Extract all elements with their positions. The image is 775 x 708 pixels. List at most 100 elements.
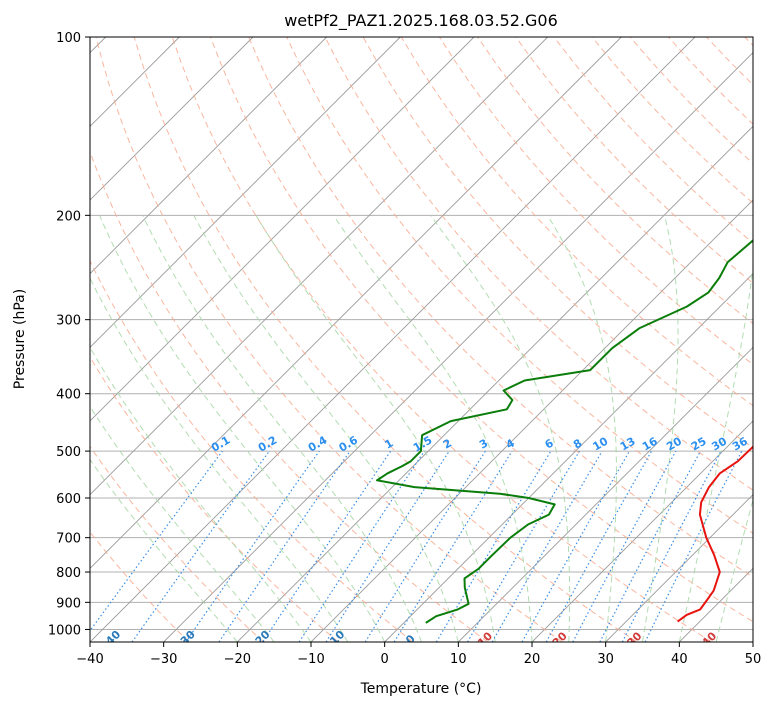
isotherm-line xyxy=(679,567,753,642)
dry-adiabat-line xyxy=(515,37,753,284)
isotherm-line xyxy=(90,37,696,642)
x-axis-ticks: −40 −30 −20 −10 0 10 20 30 40 50 xyxy=(76,642,761,667)
moist-adiabat-line xyxy=(90,405,275,642)
moist-adiabat-line xyxy=(547,215,617,642)
temperature-line xyxy=(677,445,753,623)
isotherm-line xyxy=(163,52,753,642)
moist-adiabat-line xyxy=(193,215,459,642)
dry-adiabat-line xyxy=(744,37,753,47)
dry-adiabat-line xyxy=(324,37,753,491)
mixing-ratio-line xyxy=(185,450,320,642)
mixing-ratio-label: 4 xyxy=(504,436,517,451)
dry-adiabat-line xyxy=(210,37,753,623)
dry-adiabat-line xyxy=(90,531,190,642)
chart-title: wetPf2_PAZ1.2025.168.03.52.G06 xyxy=(284,11,558,31)
dry-adiabat-line xyxy=(591,37,753,204)
y-tick-label: 700 xyxy=(56,532,81,547)
isotherm-line xyxy=(90,37,475,422)
dry-adiabats xyxy=(90,37,753,642)
dry-adiabat-line xyxy=(90,356,339,642)
dry-adiabat-line xyxy=(706,37,753,86)
reference-line-labels: 0.10.20.40.611.52346810131620253036-100-… xyxy=(25,433,750,651)
mixing-ratio-line xyxy=(262,450,392,642)
plot-frame xyxy=(89,36,754,643)
x-tick-label: 30 xyxy=(597,652,614,667)
mixing-ratio-line xyxy=(599,450,702,642)
mixing-ratio-line xyxy=(435,450,552,642)
dry-adiabat-label: 10 xyxy=(475,629,495,649)
x-tick-label: −40 xyxy=(76,652,103,667)
x-tick-label: −30 xyxy=(150,652,177,667)
moist-adiabat-line xyxy=(332,215,533,642)
isotherm-line xyxy=(310,199,753,642)
mixing-ratio-line xyxy=(545,450,653,642)
y-axis-label: Pressure (hPa) xyxy=(12,289,28,389)
moist-adiabat-line xyxy=(430,215,571,642)
dry-adiabat-line xyxy=(171,37,712,642)
isotherm-line xyxy=(90,37,548,496)
y-tick-label: 800 xyxy=(56,566,81,581)
y-tick-label: 200 xyxy=(56,209,81,224)
y-tick-label: 100 xyxy=(56,31,81,46)
mixing-ratio-line xyxy=(90,450,223,632)
dry-adiabat-label: -50 xyxy=(25,628,48,651)
isotherm-line xyxy=(90,37,327,275)
mixing-ratio-line xyxy=(364,450,486,642)
mixing-ratio-line xyxy=(325,450,450,642)
x-tick-label: 50 xyxy=(745,652,762,667)
dry-adiabat-label: -40 xyxy=(100,628,123,651)
x-tick-label: 10 xyxy=(450,652,467,667)
moist-adiabat-line xyxy=(642,215,679,642)
dry-adiabat-line xyxy=(668,37,753,125)
mixing-ratio-line xyxy=(131,450,270,642)
plot-area: 0.10.20.40.611.52346810131620253036-100-… xyxy=(25,37,753,651)
dry-adiabat-label: 30 xyxy=(625,629,645,649)
mixing-ratio-line xyxy=(298,450,425,642)
dry-adiabat-label: -10 xyxy=(324,628,347,651)
dry-adiabat-line xyxy=(133,37,638,642)
mixing-ratio-label: 6 xyxy=(543,436,556,451)
y-tick-label: 1000 xyxy=(48,623,81,638)
mixing-ratio-label: 2 xyxy=(441,437,454,452)
mixing-ratio-lines xyxy=(90,450,743,642)
x-tick-label: 40 xyxy=(671,652,688,667)
x-tick-label: 0 xyxy=(381,652,389,667)
dry-adiabat-line xyxy=(90,259,414,642)
y-tick-label: 600 xyxy=(56,492,81,507)
isotherm-line xyxy=(458,346,753,642)
y-tick-label: 500 xyxy=(56,445,81,460)
mixing-ratio-line xyxy=(218,450,351,642)
moist-adiabat-line xyxy=(142,215,422,642)
dry-adiabat-line xyxy=(90,150,488,642)
dry-adiabat-label: 20 xyxy=(550,629,570,649)
x-tick-label: −10 xyxy=(297,652,324,667)
mixing-ratio-line xyxy=(466,450,580,642)
dry-adiabat-line xyxy=(553,37,753,244)
mixing-ratio-line xyxy=(572,450,677,642)
isotherm-line xyxy=(237,125,753,642)
y-tick-label: 300 xyxy=(56,314,81,329)
moist-adiabats xyxy=(90,215,753,642)
isotherm-line xyxy=(605,494,753,642)
mixing-ratio-line xyxy=(521,450,631,642)
x-tick-label: 20 xyxy=(524,652,541,667)
x-axis-label: Temperature (°C) xyxy=(360,681,482,697)
isotherm-line xyxy=(752,641,753,642)
moist-adiabat-line xyxy=(99,215,386,642)
dry-adiabat-line xyxy=(286,37,753,534)
dry-adiabat-label: 40 xyxy=(699,629,719,649)
dry-adiabat-line xyxy=(248,37,753,578)
sounding-profiles xyxy=(376,239,753,624)
dry-adiabat-line xyxy=(90,445,264,642)
y-axis-ticks: 100 200 300 400 500 600 700 800 900 1000 xyxy=(48,31,90,638)
isotherm-line xyxy=(90,37,622,569)
isotherm-line xyxy=(531,420,753,642)
isotherm-line xyxy=(384,273,753,642)
mixing-ratio-line xyxy=(644,450,743,642)
moist-adiabat-line xyxy=(90,346,312,642)
moist-adiabat-line xyxy=(90,458,238,642)
dry-adiabat-label: 0 xyxy=(403,632,418,647)
isotherm-line xyxy=(90,37,401,348)
mixing-ratio-line xyxy=(393,450,513,642)
